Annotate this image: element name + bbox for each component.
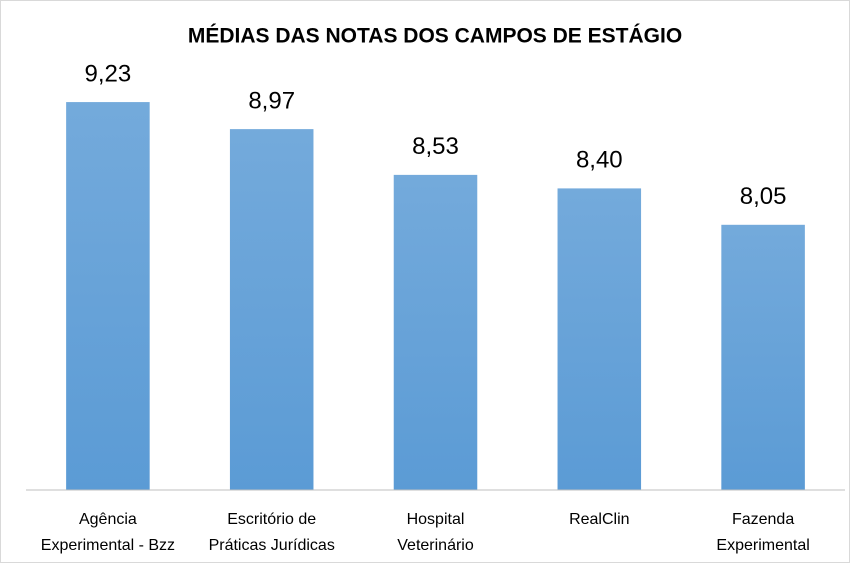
- x-tick-label: Fazenda Experimental: [716, 511, 809, 554]
- bar: [721, 224, 805, 491]
- value-label: 8,53: [412, 133, 459, 160]
- bar: [393, 174, 478, 490]
- chart-title: MÉDIAS DAS NOTAS DOS CAMPOS DE ESTÁGIO: [188, 25, 682, 48]
- value-label: 8,40: [576, 147, 623, 174]
- x-tick-label: Agência Experimental - Bzz: [41, 511, 175, 554]
- bar: [66, 102, 150, 490]
- x-tick-label: Escritório de Práticas Jurídicas: [209, 511, 335, 554]
- value-label: 8,05: [740, 183, 787, 210]
- bar: [229, 129, 314, 490]
- value-label: 9,23: [85, 60, 132, 87]
- x-tick-label: RealClin: [569, 511, 629, 528]
- x-tick-label: Hospital Veterinário: [397, 511, 474, 554]
- value-label: 8,97: [248, 87, 295, 114]
- bar: [557, 188, 642, 490]
